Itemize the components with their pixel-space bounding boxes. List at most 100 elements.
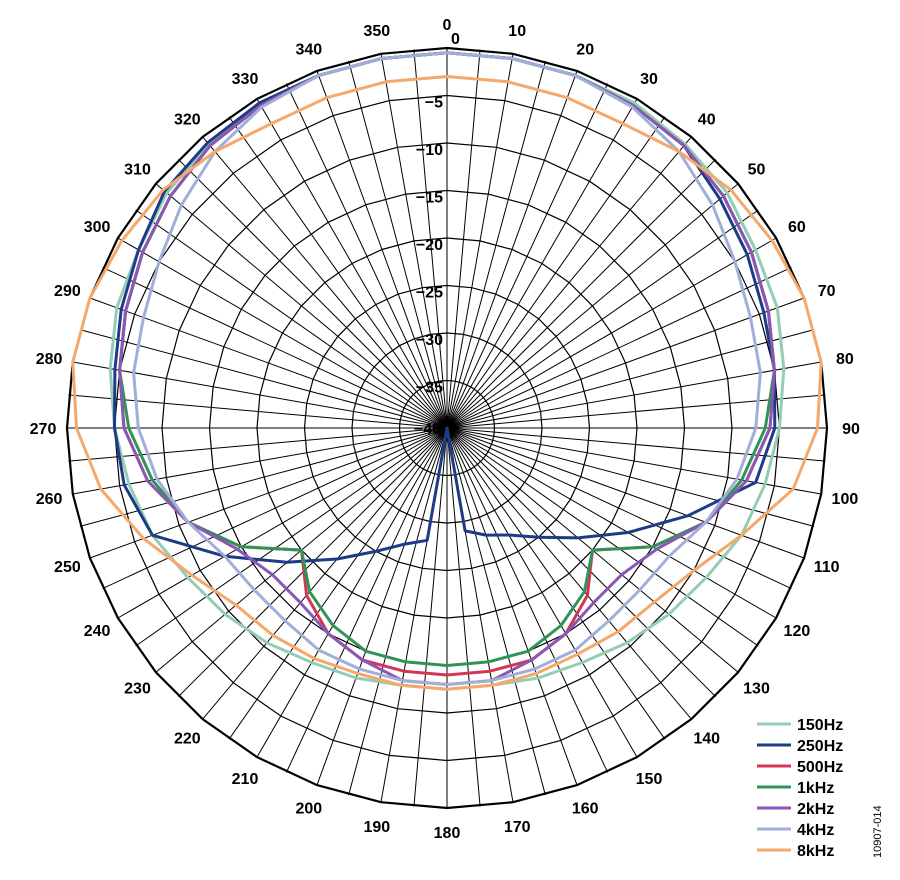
grid-spoke-40 [446, 136, 692, 429]
grid-spoke-30 [446, 98, 638, 429]
grid-spoke-55 [446, 209, 759, 429]
grid-spoke-350 [380, 53, 448, 429]
series-line-8kHz [71, 75, 823, 691]
angle-tick-label: 180 [434, 825, 461, 842]
grid-spoke-290 [89, 297, 448, 429]
angle-tick-label: 100 [832, 491, 859, 508]
legend-label-2kHz: 2kHz [797, 801, 834, 818]
grid-spoke-20 [446, 70, 578, 429]
grid-spoke-95 [446, 427, 826, 462]
legend: 150Hz 250Hz 500Hz 1kHz 2kHz 4kHz 8kHz [757, 717, 843, 860]
grid-spoke-340 [316, 70, 448, 429]
grid-spoke-210 [256, 427, 448, 758]
angle-tick-label: 270 [30, 421, 57, 438]
grid-spoke-355 [413, 49, 448, 429]
angle-tick-label: 330 [232, 71, 259, 88]
angle-tick-label: 90 [842, 421, 860, 438]
series-line-250Hz [113, 51, 777, 564]
grid-spoke-10 [446, 53, 514, 429]
grid-spoke-140 [446, 427, 692, 720]
angle-tick-label: 150 [636, 771, 663, 788]
angle-tick-label: 240 [84, 623, 111, 640]
grid-spoke-60 [446, 237, 777, 429]
grid-spoke-185 [413, 427, 448, 807]
grid-spoke-345 [348, 60, 448, 429]
angle-tick-label: 130 [743, 681, 770, 698]
angle-tick-label: 170 [504, 819, 531, 836]
legend-label-250Hz: 250Hz [797, 738, 843, 755]
legend-label-150Hz: 150Hz [797, 717, 843, 734]
grid-spoke-225 [177, 427, 448, 698]
grid-spoke-215 [228, 427, 448, 740]
legend-label-1kHz: 1kHz [797, 780, 834, 797]
grid-spoke-125 [446, 427, 759, 647]
radial-tick-label: −15 [416, 190, 443, 207]
grid-spoke-25 [446, 83, 609, 429]
grid-spoke-110 [446, 427, 805, 559]
angle-tick-label: 310 [124, 161, 151, 178]
grid-spoke-310 [155, 183, 448, 429]
radial-tick-label: −10 [416, 142, 443, 159]
grid-spoke-80 [446, 361, 822, 429]
grid-spoke-330 [256, 98, 448, 429]
angular-tick-labels: 0 10 20 30 40 50 60 70 80 90 100 110 120 130 140 150 160… [30, 17, 860, 842]
grid-spoke-70 [446, 297, 805, 429]
grid-spoke-65 [446, 266, 792, 429]
radial-tick-label: −35 [416, 380, 443, 397]
grid-spoke-205 [285, 427, 448, 773]
grid-spoke-135 [446, 427, 717, 698]
radial-tick-label: 0 [451, 31, 460, 48]
series-line-4kHz [132, 51, 762, 686]
angle-tick-label: 320 [174, 112, 201, 129]
angle-tick-label: 140 [693, 731, 720, 748]
grid-spoke-250 [89, 427, 448, 559]
angle-tick-label: 220 [174, 731, 201, 748]
radial-tick-label: −5 [425, 95, 443, 112]
radial-tick-label: −25 [416, 285, 443, 302]
grid-spoke-240 [117, 427, 448, 619]
radial-tick-labels: 0 −5 −10 −15 −20 −25 −30 −35 −40 [414, 31, 460, 438]
grid-spoke-285 [79, 329, 448, 429]
series-curves [71, 51, 823, 691]
grid-spoke-280 [72, 361, 448, 429]
legend-label-8kHz: 8kHz [797, 843, 834, 860]
angle-tick-label: 210 [232, 771, 259, 788]
grid-spoke-305 [135, 209, 448, 429]
grid-spoke-260 [72, 427, 448, 495]
grid-spoke-200 [316, 427, 448, 786]
angle-tick-label: 40 [698, 112, 716, 129]
figure-id: 10907-014 [872, 805, 884, 858]
angle-tick-label: 350 [363, 23, 390, 40]
angle-tick-label: 30 [640, 71, 658, 88]
angle-tick-label: 10 [508, 23, 526, 40]
angle-tick-label: 160 [572, 801, 599, 818]
grid-spoke-175 [446, 427, 481, 807]
grid-spoke-85 [446, 394, 826, 429]
polar-grid [65, 46, 829, 810]
grid-spoke-235 [135, 427, 448, 647]
grid-spoke-5 [446, 49, 481, 429]
angle-tick-label: 0 [443, 17, 452, 34]
grid-spoke-15 [446, 60, 546, 429]
legend-label-4kHz: 4kHz [797, 822, 834, 839]
angle-tick-label: 60 [788, 219, 806, 236]
grid-spoke-265 [68, 427, 448, 462]
grid-spoke-100 [446, 427, 822, 495]
grid-spoke-145 [446, 427, 666, 740]
angle-tick-label: 280 [36, 351, 63, 368]
grid-spoke-160 [446, 427, 578, 786]
grid-spoke-115 [446, 427, 792, 590]
angle-tick-label: 80 [836, 351, 854, 368]
grid-spoke-75 [446, 329, 815, 429]
angle-tick-label: 230 [124, 681, 151, 698]
grid-spoke-220 [202, 427, 448, 720]
angle-tick-label: 290 [54, 283, 81, 300]
grid-spoke-295 [102, 266, 448, 429]
grid-spoke-315 [177, 158, 448, 429]
angle-tick-label: 190 [363, 819, 390, 836]
angle-tick-label: 260 [36, 491, 63, 508]
angle-tick-label: 300 [84, 219, 111, 236]
grid-spoke-45 [446, 158, 717, 429]
angle-tick-label: 200 [295, 801, 322, 818]
